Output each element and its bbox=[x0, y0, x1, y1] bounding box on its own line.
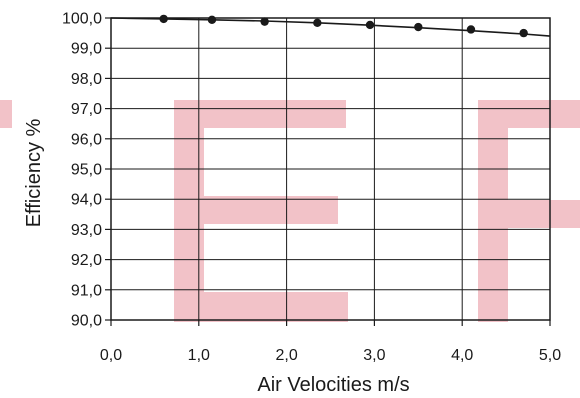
y-tick-label: 93,0 bbox=[71, 222, 102, 239]
watermark bbox=[0, 100, 580, 322]
x-tick-label: 5,0 bbox=[539, 347, 561, 364]
watermark-stroke-left bbox=[0, 100, 12, 128]
data-point bbox=[365, 20, 375, 30]
x-tick-label: 4,0 bbox=[451, 347, 473, 364]
x-axis-title: Air Velocities m/s bbox=[257, 374, 409, 396]
watermark-stroke-5 bbox=[478, 100, 580, 128]
y-tick-label: 98,0 bbox=[71, 71, 102, 88]
y-axis-title: Efficiency % bbox=[23, 119, 45, 228]
watermark-stroke-6 bbox=[478, 200, 580, 228]
efficiency-curve bbox=[110, 17, 551, 37]
y-tick-label: 95,0 bbox=[71, 162, 102, 179]
data-point bbox=[159, 14, 168, 24]
data-point bbox=[414, 22, 423, 32]
y-tick-label: 96,0 bbox=[71, 131, 102, 148]
data-point bbox=[519, 28, 528, 38]
data-point bbox=[466, 25, 476, 34]
x-axis-ticks: 0,0 1,0 2,0 3,0 4,0 5,0 bbox=[100, 320, 561, 364]
data-point bbox=[313, 18, 322, 28]
watermark-stroke-2 bbox=[174, 196, 338, 224]
watermark-stroke-3 bbox=[174, 292, 348, 322]
data-point bbox=[260, 17, 269, 26]
data-point bbox=[207, 15, 217, 25]
series bbox=[110, 14, 551, 38]
y-tick-label: 97,0 bbox=[71, 101, 102, 118]
x-tick-label: 2,0 bbox=[275, 347, 297, 364]
y-tick-label: 92,0 bbox=[71, 252, 102, 269]
watermark-stroke-1 bbox=[174, 100, 346, 128]
y-axis-ticks: 100,0 99,0 98,0 97,0 96,0 95,0 94,0 93,0 92,0 91,… bbox=[62, 11, 111, 330]
x-tick-label: 1,0 bbox=[188, 347, 210, 364]
y-tick-label: 100,0 bbox=[62, 11, 102, 28]
y-tick-label: 90,0 bbox=[71, 313, 102, 330]
x-tick-label: 3,0 bbox=[363, 347, 385, 364]
y-tick-label: 94,0 bbox=[71, 192, 102, 209]
y-tick-label: 91,0 bbox=[71, 282, 102, 299]
y-tick-label: 99,0 bbox=[71, 41, 102, 58]
x-tick-label: 0,0 bbox=[100, 347, 122, 364]
